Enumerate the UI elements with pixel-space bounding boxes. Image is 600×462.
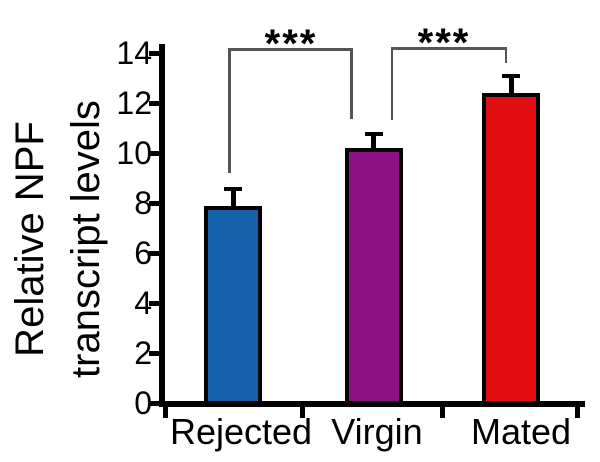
significance-label: *** [417,21,471,65]
error-bar-cap-mated [502,74,520,78]
y-tick-mark [149,350,159,356]
x-tick-mark [162,407,168,418]
bar-rejected [204,205,262,405]
significance-label: *** [264,22,318,66]
significance-bracket-left-leg [390,47,393,120]
bar-virgin [344,148,403,405]
error-bar-whisker-mated [508,78,514,93]
y-tick-label: 14 [116,35,152,71]
error-bar-whisker-rejected [230,190,236,206]
y-tick-mark [149,250,159,256]
y-axis-line [159,44,165,407]
y-tick-mark [149,150,159,156]
significance-bracket-line [228,48,353,51]
error-bar-whisker-virgin [371,135,376,148]
y-tick-mark [149,100,159,106]
y-tick-mark [149,200,159,206]
x-category-label-mated: Mated [470,411,572,452]
significance-bracket-right-leg [504,47,507,63]
x-tick-mark [439,407,445,418]
significance-bracket-left-leg [228,48,231,173]
error-bar-cap-virgin [364,131,383,136]
x-tick-mark [299,407,305,418]
y-tick-mark [149,400,159,406]
significance-bracket-right-leg [350,48,353,119]
x-category-label-rejected: Rejected [169,411,313,452]
y-tick-label: 12 [116,85,152,121]
x-axis-line [159,401,585,407]
y-tick-label: 6 [134,235,152,271]
y-tick-mark [149,50,159,56]
y-tick-mark [149,300,159,306]
x-tick-mark [574,407,580,418]
y-tick-label: 8 [134,185,152,221]
y-tick-label: 0 [134,385,152,421]
y-tick-label: 2 [134,335,152,371]
y-tick-label: 4 [134,285,152,321]
error-bar-cap-rejected [224,186,242,191]
y-axis-title-line1: Relative NPF [8,121,52,357]
bar-mated [482,93,540,405]
significance-bracket-line [390,47,507,50]
y-tick-label: 10 [116,135,152,171]
x-category-label-virgin: Virgin [331,411,423,452]
